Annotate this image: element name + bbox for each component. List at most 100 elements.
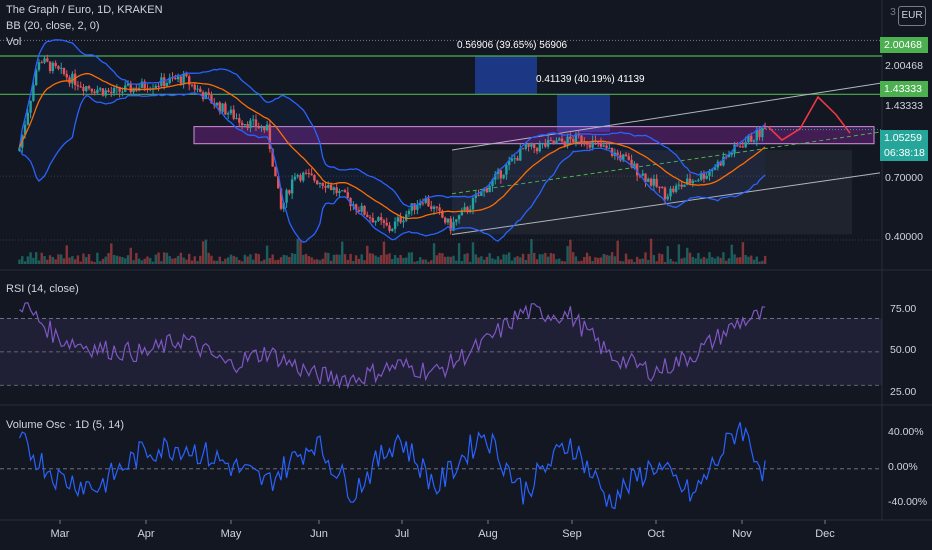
candle-body [129,83,132,93]
candle-body [296,175,299,177]
candle-body [741,146,745,148]
rsi-tick: 50.00 [890,344,917,356]
volume-bar [215,260,219,264]
candle-body [162,77,166,87]
candle-body [677,184,681,186]
volume-bar [34,252,38,264]
volume-indicator-label[interactable]: Vol [6,36,22,48]
volume-osc-indicator-label[interactable]: Volume Osc · 1D (5, 14) [6,419,124,431]
volume-bar [544,252,547,264]
candle-body [360,205,363,212]
candle-body [73,73,77,86]
volume-bar [213,260,216,264]
candle-body [552,140,555,144]
candle-body [207,92,210,95]
volume-bar [377,256,380,264]
volume-bar [79,261,82,264]
candle-body [443,217,447,223]
volume-bar [29,252,32,264]
volume-bar [463,254,466,264]
candle-body [377,217,380,221]
month-label: Sep [562,528,582,540]
volume-bar [588,256,592,264]
candle-body [588,144,592,148]
volume-bar [680,258,683,264]
volume-bar [290,253,294,264]
volume-bar [755,256,758,264]
candle-body [691,180,695,184]
volume-bar [43,255,46,264]
volume-bar [513,257,516,264]
candle-body [399,217,402,223]
candle-body [705,175,708,179]
candle-body [23,124,27,135]
volume-bar [299,239,302,264]
month-label: Jul [394,528,410,540]
volume-bar [474,254,477,264]
volume-bar [162,252,166,264]
volume-bar [758,261,761,264]
price-axis-partial-top: 3 [890,6,896,18]
volume-bar [574,256,578,264]
volume-bar [249,254,252,264]
candle-body [580,135,583,142]
volume-bar [666,246,669,264]
candle-body [686,178,689,185]
candle-body [379,217,383,221]
volume-bar [616,240,619,264]
candle-body [505,164,508,175]
candle-body [432,206,436,209]
volume-bar [736,257,739,264]
volume-bar [257,254,260,264]
measure-box-2 [557,94,610,133]
volume-bar [118,256,121,264]
volume-bar [541,254,544,264]
candle-body [32,85,35,101]
volume-bar [446,256,450,264]
volume-bar [641,258,644,264]
candle-body [605,145,608,149]
bb-indicator-label[interactable]: BB (20, close, 2, 0) [6,20,100,32]
candle-body [71,73,74,84]
volume-bar [374,255,377,264]
volume-bar [96,252,99,264]
candle-body [240,122,244,126]
volume-bar [288,256,291,264]
volume-bar [293,254,297,264]
volume-bar [449,256,452,264]
candle-body [112,88,116,94]
month-label: Aug [478,528,498,540]
candle-body [268,124,272,149]
candle-body [93,91,96,93]
volume-bar [240,261,244,264]
bb-basis-line [18,72,766,220]
volume-bar [385,254,388,264]
candle-body [747,135,750,143]
price-label-level-1: 2.00468 [885,60,923,72]
volume-bar [196,261,199,264]
volume-bar [491,258,494,264]
volume-bar [149,258,152,264]
candle-body [555,140,558,144]
volume-bar [669,258,672,264]
candle-body [310,173,313,176]
candle-body [371,218,375,223]
candle-body [185,73,188,77]
candle-body [669,188,672,197]
candle-body [683,184,686,187]
volume-bar [210,255,213,264]
volume-bar [85,257,88,264]
candle-body [321,182,324,186]
volume-bar [730,244,733,264]
currency-button[interactable]: EUR [898,6,926,26]
volume-bar [176,255,180,264]
rsi-indicator-label[interactable]: RSI (14, close) [6,283,79,295]
volume-bar [407,252,411,264]
volume-bar [338,254,341,264]
volume-bar [251,259,255,264]
candle-body [104,90,107,96]
candle-body [438,207,441,211]
volume-bar [638,259,642,264]
candle-body [277,176,280,189]
